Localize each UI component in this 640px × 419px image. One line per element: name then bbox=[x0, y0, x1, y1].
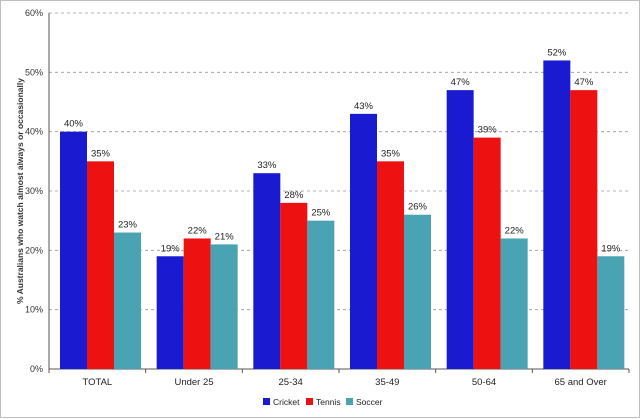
data-label: 28% bbox=[284, 190, 304, 201]
data-label: 47% bbox=[574, 77, 594, 88]
bar-soccer bbox=[404, 214, 431, 369]
x-tick-label: 25-34 bbox=[279, 377, 303, 388]
x-tick-label: 65 and Over bbox=[555, 377, 607, 388]
data-label: 33% bbox=[257, 160, 277, 171]
bar-soccer bbox=[114, 232, 141, 369]
bar-cricket bbox=[60, 131, 87, 369]
x-tick-label: TOTAL bbox=[82, 377, 112, 388]
data-label: 47% bbox=[451, 77, 471, 88]
x-tick-label: Under 25 bbox=[174, 377, 213, 388]
data-label: 43% bbox=[354, 101, 374, 112]
bars bbox=[60, 60, 625, 369]
bar-cricket bbox=[156, 256, 184, 369]
bar-soccer bbox=[597, 256, 625, 369]
data-label: 40% bbox=[64, 119, 84, 130]
y-tick-label: 30% bbox=[25, 186, 43, 196]
y-tick-label: 60% bbox=[25, 8, 43, 18]
bar-tennis bbox=[87, 161, 114, 369]
y-axis-label: % Australians who watch almost always or… bbox=[15, 78, 25, 304]
legend: Cricket Tennis Soccer bbox=[263, 397, 383, 407]
y-tick-label: 0% bbox=[30, 364, 43, 374]
legend-swatch-cricket bbox=[263, 398, 270, 405]
bar-tennis bbox=[183, 238, 211, 369]
data-label: 35% bbox=[381, 148, 401, 159]
gridlines bbox=[48, 12, 630, 373]
data-label: 35% bbox=[91, 148, 111, 159]
data-labels: 40% 35% 23% 19% 22% 21% 33% 28% 25% 43% 35% 26% 47% 3… bbox=[64, 47, 621, 254]
data-label: 26% bbox=[408, 202, 428, 213]
legend-label: Tennis bbox=[316, 397, 341, 407]
bar-tennis bbox=[473, 137, 501, 369]
bar-soccer bbox=[210, 244, 238, 369]
y-tick-label: 50% bbox=[25, 67, 43, 77]
data-label: 39% bbox=[478, 125, 498, 136]
legend-swatch-soccer bbox=[346, 398, 353, 405]
data-label: 19% bbox=[601, 243, 621, 254]
y-tick-label: 20% bbox=[25, 245, 43, 255]
bar-soccer bbox=[500, 238, 528, 369]
bar-cricket bbox=[543, 60, 571, 369]
data-label: 19% bbox=[161, 243, 181, 254]
data-label: 22% bbox=[505, 225, 525, 236]
data-label: 22% bbox=[188, 225, 208, 236]
y-tick-label: 10% bbox=[25, 305, 43, 315]
bar-tennis bbox=[377, 161, 404, 369]
data-label: 21% bbox=[215, 231, 235, 242]
legend-swatch-tennis bbox=[306, 398, 313, 405]
data-label: 25% bbox=[311, 208, 331, 219]
legend-label: Soccer bbox=[356, 397, 383, 407]
bar-soccer bbox=[307, 220, 335, 369]
bar-tennis bbox=[280, 202, 308, 369]
bar-tennis bbox=[570, 90, 598, 369]
data-label: 52% bbox=[547, 47, 567, 58]
legend-label: Cricket bbox=[273, 397, 300, 407]
bar-cricket bbox=[350, 113, 377, 369]
x-tick-label: 50-64 bbox=[472, 377, 496, 388]
bar-cricket bbox=[446, 90, 474, 369]
x-axis-categories: TOTAL Under 25 25-34 35-49 50-64 65 and Over bbox=[82, 377, 606, 388]
y-axis-ticks: 0% 10% 20% 30% 40% 50% 60% bbox=[25, 8, 43, 374]
data-label: 23% bbox=[118, 220, 138, 231]
bar-cricket bbox=[253, 173, 281, 369]
x-tick-label: 35-49 bbox=[375, 377, 399, 388]
y-tick-label: 40% bbox=[25, 127, 43, 137]
